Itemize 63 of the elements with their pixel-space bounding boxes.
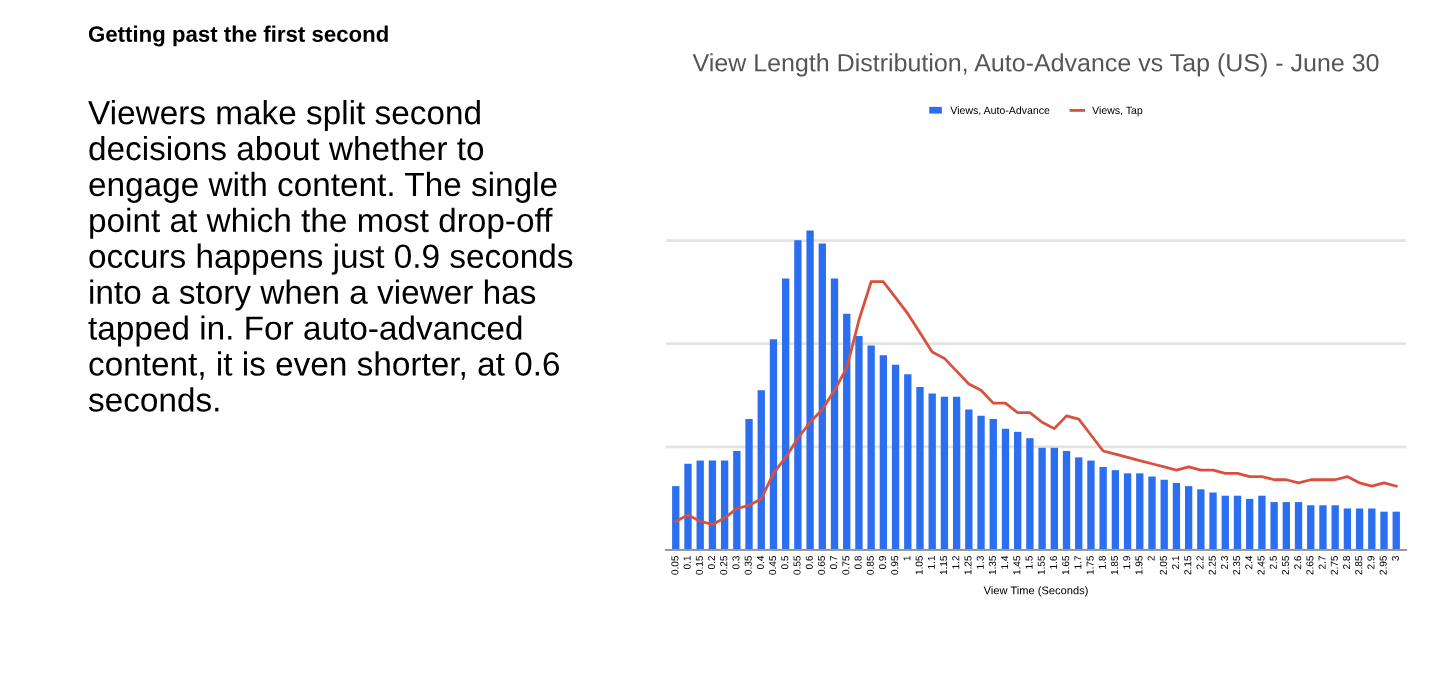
bar: [1087, 460, 1095, 550]
text: Getting past the first second: [88, 25, 388, 47]
chart-title: View Length Distribution, Auto-Advance vs Tap (US) - June 30: [692, 53, 1379, 77]
bar: [757, 390, 765, 550]
bar: [1014, 431, 1022, 550]
bar: [1319, 505, 1327, 550]
bar: [1062, 450, 1071, 550]
bar: [708, 460, 717, 550]
bar: [952, 396, 961, 550]
bar: [1258, 495, 1266, 550]
bar: [818, 243, 826, 550]
bar: [1343, 508, 1352, 550]
bar: [733, 450, 741, 550]
bar: [855, 336, 863, 550]
bar: [1172, 482, 1181, 550]
bar: [1123, 473, 1132, 550]
bar: [1111, 470, 1120, 550]
bar: [1392, 511, 1400, 550]
bar: [1136, 473, 1144, 550]
bar: [989, 419, 997, 550]
bar: [1380, 511, 1388, 550]
bar: [782, 278, 790, 550]
bar: [1099, 466, 1107, 550]
bar: [1184, 486, 1193, 550]
bar: [1075, 457, 1083, 550]
bar: [1160, 479, 1168, 550]
bar: [904, 374, 912, 550]
bar: [745, 419, 753, 550]
bar: [1270, 502, 1278, 550]
bar: [684, 463, 692, 550]
bar: [1355, 508, 1364, 550]
bar: [1148, 476, 1156, 550]
bar: [830, 278, 839, 550]
bar: [1221, 495, 1229, 550]
bar: [879, 355, 888, 550]
bar: [1368, 508, 1376, 550]
bar: [1026, 438, 1034, 550]
bar: [977, 415, 985, 550]
bar: [1282, 502, 1290, 550]
bar: [1307, 505, 1315, 550]
bar: [794, 240, 802, 550]
bar: [928, 393, 936, 550]
bar: [1233, 495, 1242, 550]
bar: [1246, 498, 1254, 550]
bar: [867, 345, 875, 550]
bar: [891, 364, 900, 550]
bar: [1294, 502, 1303, 550]
bar: [720, 460, 729, 550]
bar: [1209, 492, 1217, 550]
bar: [1038, 447, 1046, 550]
bar: [1197, 489, 1205, 550]
text: Viewers make split second decisions about whether to engage with content. The single point at which the most drop-off occurs happens just 0.9 seconds into a story when a viewer has tapped in. For auto-advanced content, it is even shorter, at 0.6 seconds.: [88, 100, 573, 412]
bar: [916, 387, 924, 550]
bar: [769, 339, 778, 550]
bar: [1050, 447, 1058, 550]
bar: [1001, 428, 1010, 550]
bar: [806, 230, 814, 550]
bar: [672, 486, 680, 550]
bar: [843, 313, 851, 550]
bar: [1331, 505, 1339, 550]
bar: [940, 396, 949, 550]
bar: [965, 409, 973, 550]
bar: [696, 460, 704, 550]
